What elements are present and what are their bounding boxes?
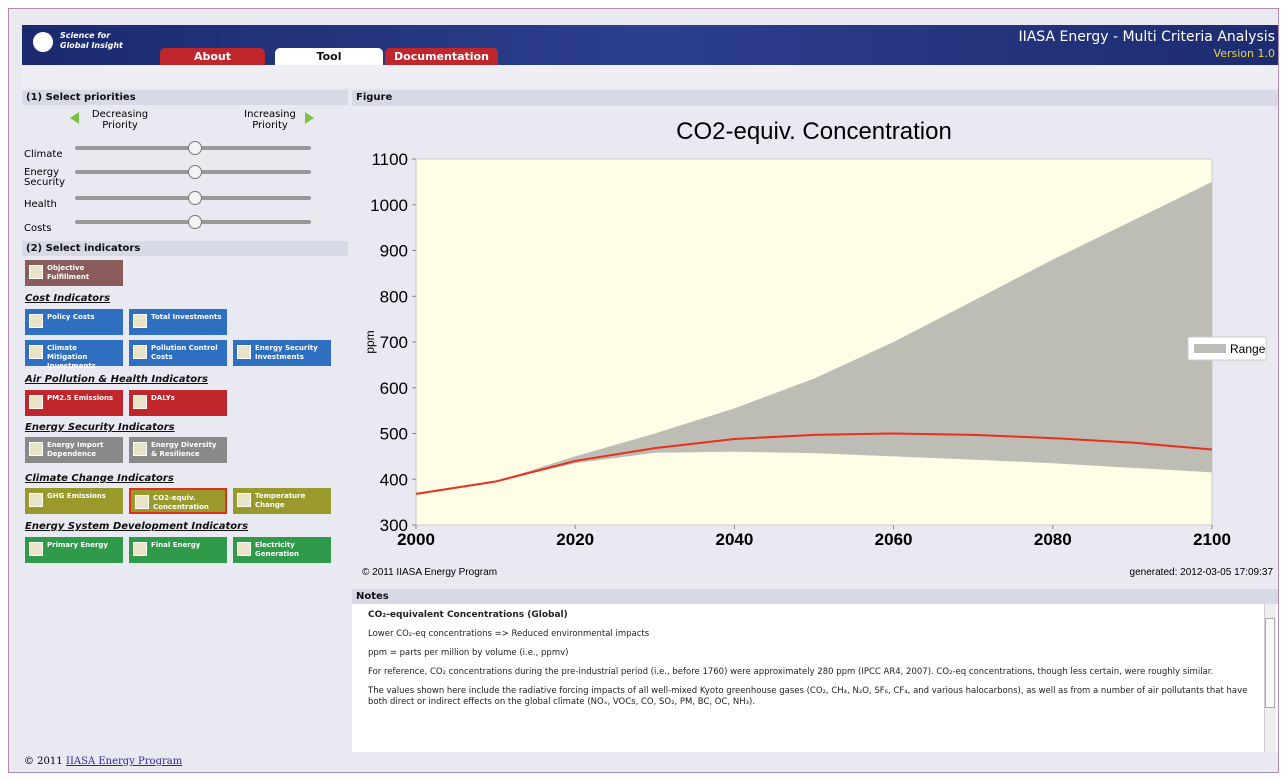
chart: CO2-equiv. Concentration 300 400 500 600 700 8… bbox=[363, 118, 1267, 549]
indicator-button[interactable]: Energy Security Investments bbox=[233, 340, 331, 366]
legend-swatch bbox=[1194, 344, 1226, 353]
button-icon bbox=[29, 442, 43, 456]
slider-label: Energy Security bbox=[24, 167, 66, 188]
indicator-button[interactable]: Total Investments bbox=[129, 309, 227, 335]
group-title: Air Pollution & Health Indicators bbox=[25, 374, 208, 385]
slider-knob[interactable] bbox=[188, 215, 202, 229]
logo bbox=[33, 32, 53, 52]
tab[interactable]: About bbox=[160, 48, 265, 65]
button-icon bbox=[29, 265, 43, 279]
button-icon bbox=[133, 314, 147, 328]
button-icon bbox=[29, 493, 43, 507]
slider-label: Health bbox=[24, 199, 57, 210]
notes-paragraph: ppm = parts per million by volume (i.e.,… bbox=[368, 648, 569, 658]
priority-label: Increasing Priority bbox=[244, 109, 296, 131]
app-version: Version 1.0 bbox=[1213, 47, 1275, 60]
button-icon bbox=[237, 493, 251, 507]
toolbar-strip bbox=[22, 65, 1278, 87]
y-tick-label: 900 bbox=[380, 242, 408, 261]
panel-header: (2) Select indicators bbox=[22, 241, 348, 256]
legend-label: Range bbox=[1230, 342, 1266, 356]
slider-label: Costs bbox=[24, 223, 52, 234]
x-tick-label: 2040 bbox=[715, 530, 753, 549]
tab[interactable]: Tool bbox=[275, 48, 383, 65]
x-tick-label: 2020 bbox=[556, 530, 594, 549]
indicator-button[interactable]: Policy Costs bbox=[25, 309, 123, 335]
chart-generated: generated: 2012-03-05 17:09:37 bbox=[1129, 567, 1273, 578]
logo-text: Global Insight bbox=[60, 41, 123, 50]
footer-link[interactable]: IIASA Energy Program bbox=[66, 756, 183, 767]
arrow-right bbox=[305, 112, 314, 124]
tab[interactable]: Documentation bbox=[385, 48, 498, 65]
legend-box bbox=[1187, 336, 1267, 361]
indicator-button[interactable]: Climate Mitigation Investments bbox=[25, 340, 123, 370]
logo-text: Science for bbox=[60, 31, 111, 40]
notes-paragraph: For reference, CO₂ concentrations during… bbox=[368, 667, 1214, 677]
indicator-button[interactable]: Energy Import Dependence bbox=[25, 437, 123, 463]
chart-title: CO2-equiv. Concentration bbox=[676, 118, 952, 145]
y-tick-label: 400 bbox=[380, 470, 408, 489]
indicator-button[interactable]: Energy Diversity & Resilience bbox=[129, 437, 227, 463]
indicator-button[interactable]: Pollution Control Costs bbox=[129, 340, 227, 366]
y-axis-label: ppm bbox=[363, 330, 377, 353]
slider-label: Climate bbox=[24, 149, 63, 160]
y-tick-label: 600 bbox=[380, 379, 408, 398]
indicator-button[interactable]: CO2-equiv. Concentration bbox=[129, 488, 227, 514]
y-tick-label: 300 bbox=[380, 516, 408, 535]
indicator-button[interactable]: Final Energy bbox=[129, 537, 227, 563]
footer-text: © 2011 bbox=[24, 756, 63, 767]
button-icon bbox=[133, 542, 147, 556]
button-icon bbox=[133, 395, 147, 409]
scroll-thumb[interactable] bbox=[1265, 618, 1275, 708]
slider-knob[interactable] bbox=[188, 141, 202, 155]
range-area bbox=[416, 181, 1212, 494]
button-icon bbox=[133, 345, 147, 359]
panel-header: Notes bbox=[352, 589, 1278, 604]
notes-paragraph: Lower CO₂-eq concentrations => Reduced e… bbox=[368, 629, 650, 639]
group-title: Energy Security Indicators bbox=[25, 422, 175, 433]
indicator-button[interactable]: Objective Fulfillment bbox=[25, 260, 123, 286]
app-title: IIASA Energy - Multi Criteria Analysis bbox=[1018, 29, 1275, 45]
indicator-button[interactable]: GHG Emissions bbox=[25, 488, 123, 514]
y-tick-label: 1100 bbox=[371, 150, 408, 169]
x-tick-label: 2100 bbox=[1193, 530, 1231, 549]
indicator-button[interactable]: Temperature Change bbox=[233, 488, 331, 514]
notes-body: CO₂-equivalent Concentrations (Global) Lo… bbox=[352, 604, 1278, 752]
button-icon bbox=[133, 442, 147, 456]
slider-knob[interactable] bbox=[188, 165, 202, 179]
button-icon bbox=[29, 345, 43, 359]
button-icon bbox=[135, 495, 149, 509]
button-icon bbox=[237, 345, 251, 359]
notes-heading: CO₂-equivalent Concentrations (Global) bbox=[368, 610, 568, 620]
x-tick-label: 2060 bbox=[875, 530, 913, 549]
button-icon bbox=[237, 542, 251, 556]
button-icon bbox=[29, 314, 43, 328]
button-icon bbox=[29, 542, 43, 556]
slider-knob[interactable] bbox=[188, 191, 202, 205]
group-title: Cost Indicators bbox=[25, 293, 111, 304]
panel-header: Figure bbox=[352, 90, 1278, 106]
y-tick-label: 800 bbox=[380, 287, 408, 306]
chart-copyright: © 2011 IIASA Energy Program bbox=[362, 567, 498, 578]
y-tick-label: 700 bbox=[380, 333, 408, 352]
indicator-button[interactable]: PM2.5 Emissions bbox=[25, 390, 123, 416]
y-tick-label: 500 bbox=[380, 425, 408, 444]
panel-header: (1) Select priorities bbox=[22, 90, 348, 105]
priority-label: Decreasing Priority bbox=[91, 109, 149, 131]
group-title: Energy System Development Indicators bbox=[25, 521, 249, 532]
group-title: Climate Change Indicators bbox=[25, 473, 174, 484]
x-tick-label: 2000 bbox=[397, 530, 435, 549]
y-tick-label: 1000 bbox=[370, 196, 408, 215]
line bbox=[415, 432, 1213, 495]
button-icon bbox=[29, 395, 43, 409]
x-tick-label: 2080 bbox=[1034, 530, 1072, 549]
notes-paragraph: The values shown here include the radiat… bbox=[368, 686, 1248, 707]
indicator-button[interactable]: Electricity Generation bbox=[233, 537, 331, 563]
arrow-left bbox=[70, 112, 79, 124]
indicator-button[interactable]: Primary Energy bbox=[25, 537, 123, 563]
indicator-button[interactable]: DALYs bbox=[129, 390, 227, 416]
